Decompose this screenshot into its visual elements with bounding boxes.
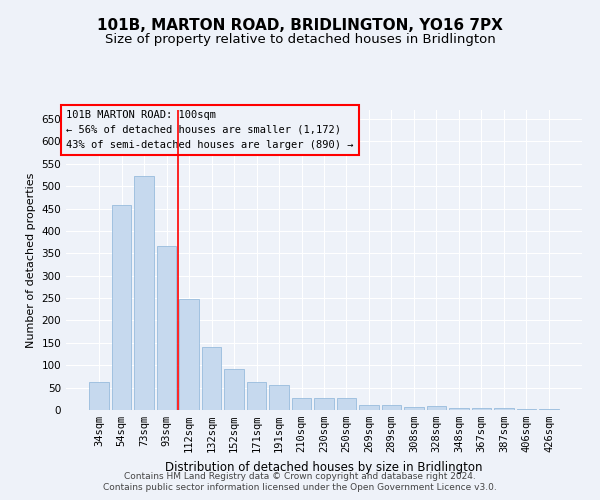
Text: Size of property relative to detached houses in Bridlington: Size of property relative to detached ho… [104,32,496,46]
Bar [359,404,379,410]
Bar [202,348,221,410]
Bar [337,398,356,410]
Bar [157,246,176,410]
X-axis label: Distribution of detached houses by size in Bridlington: Distribution of detached houses by size … [165,460,483,473]
Bar [269,386,289,410]
Bar [449,408,469,410]
Bar [517,408,536,410]
Bar [404,407,424,410]
Bar [179,299,199,410]
Bar [472,408,491,410]
Text: Contains public sector information licensed under the Open Government Licence v3: Contains public sector information licen… [103,484,497,492]
Text: Contains HM Land Registry data © Crown copyright and database right 2024.: Contains HM Land Registry data © Crown c… [124,472,476,481]
Bar [382,404,401,410]
Bar [427,406,446,410]
Y-axis label: Number of detached properties: Number of detached properties [26,172,36,348]
Bar [539,408,559,410]
Bar [89,382,109,410]
Bar [494,408,514,410]
Bar [314,398,334,410]
Bar [112,205,131,410]
Bar [134,176,154,410]
Bar [292,398,311,410]
Bar [247,382,266,410]
Text: 101B, MARTON ROAD, BRIDLINGTON, YO16 7PX: 101B, MARTON ROAD, BRIDLINGTON, YO16 7PX [97,18,503,32]
Bar [224,370,244,410]
Text: 101B MARTON ROAD: 100sqm
← 56% of detached houses are smaller (1,172)
43% of sem: 101B MARTON ROAD: 100sqm ← 56% of detach… [66,110,353,150]
